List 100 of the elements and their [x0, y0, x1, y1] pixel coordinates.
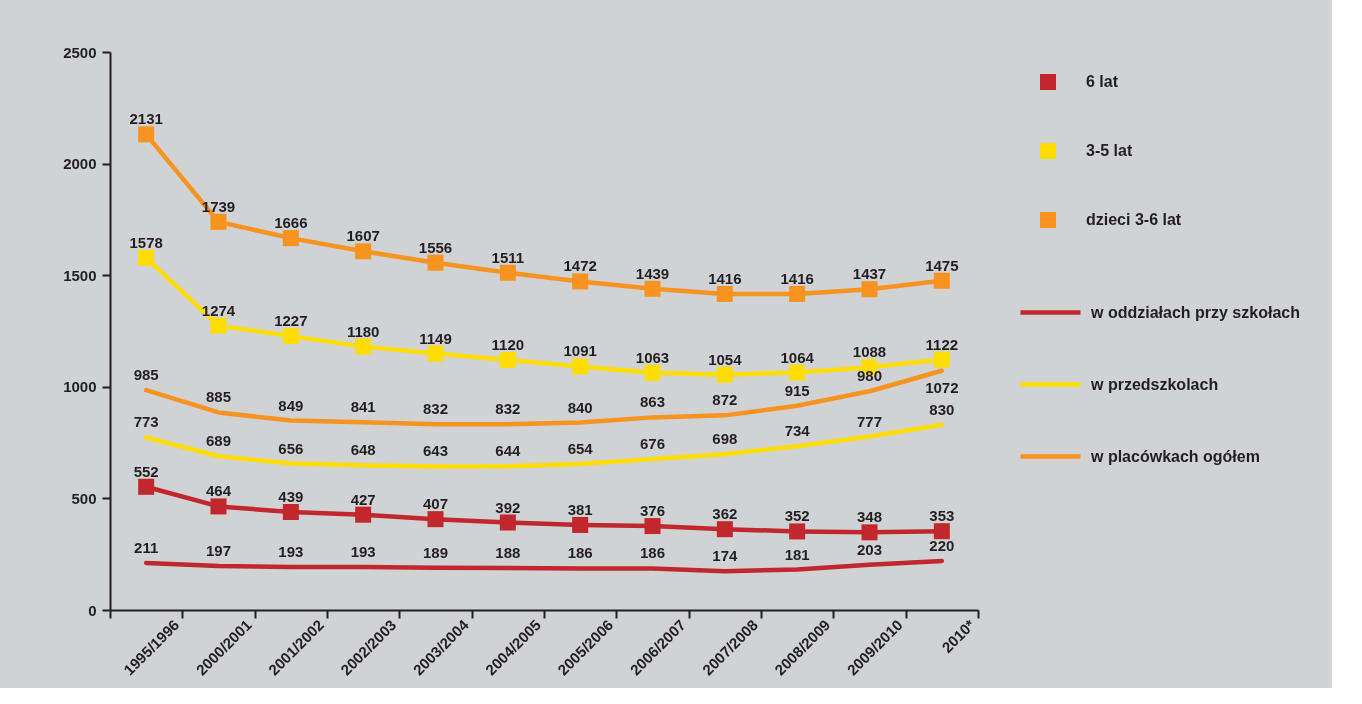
- data-label: 1064: [780, 348, 815, 366]
- point: [427, 345, 444, 362]
- point: [572, 516, 589, 533]
- data-label: 1180: [346, 322, 380, 340]
- data-label: 220: [929, 536, 955, 554]
- point: [716, 285, 733, 302]
- point: [355, 506, 372, 523]
- data-label: 830: [929, 400, 955, 418]
- legend-label: 3-5 lat: [1086, 142, 1133, 159]
- data-label: 348: [856, 508, 883, 526]
- data-label: 1054: [708, 350, 743, 368]
- data-label: 1666: [274, 214, 308, 232]
- data-label: 1274: [201, 301, 236, 319]
- point: [282, 504, 299, 521]
- data-label: 1120: [491, 336, 525, 354]
- data-label: 407: [422, 495, 449, 513]
- data-label: 832: [422, 400, 449, 418]
- data-label: 381: [567, 500, 593, 518]
- point: [644, 518, 661, 535]
- point: [499, 264, 516, 281]
- data-label: 427: [350, 490, 376, 508]
- point: [789, 523, 806, 540]
- data-label: 1556: [418, 238, 453, 256]
- data-label: 193: [278, 542, 304, 560]
- y-tick-label: 2500: [63, 43, 97, 61]
- data-label: 197: [205, 542, 232, 560]
- data-label: 832: [495, 400, 521, 418]
- data-label: 644: [495, 442, 521, 460]
- data-label: 188: [495, 544, 521, 562]
- y-tick-label: 1000: [63, 378, 97, 396]
- legend-label: w placówkach ogółem: [1090, 447, 1260, 465]
- data-label: 353: [929, 507, 955, 525]
- point: [644, 364, 661, 381]
- data-label: 676: [639, 435, 666, 453]
- point: [427, 254, 444, 271]
- legend-label: dzieci 3-6 lat: [1086, 211, 1182, 228]
- data-label: 1091: [563, 342, 597, 360]
- data-label: 1088: [852, 343, 887, 361]
- point: [138, 249, 155, 266]
- data-label: 1607: [346, 227, 380, 245]
- point: [138, 478, 155, 495]
- point: [572, 273, 589, 290]
- point: [210, 213, 227, 230]
- data-label: 1122: [925, 335, 959, 353]
- data-label: 648: [350, 441, 376, 459]
- data-label: 915: [784, 381, 810, 399]
- data-label: 1227: [274, 312, 308, 330]
- point: [861, 281, 878, 298]
- data-label: 186: [567, 544, 593, 562]
- y-tick-label: 2000: [63, 155, 97, 173]
- point: [716, 366, 733, 383]
- point: [933, 523, 950, 540]
- data-label: 849: [278, 396, 304, 414]
- data-label: 872: [712, 391, 738, 409]
- data-label: 1416: [780, 269, 814, 287]
- data-label: 193: [350, 542, 376, 560]
- data-label: 211: [134, 538, 159, 556]
- point: [789, 364, 806, 381]
- data-label: 841: [350, 398, 376, 416]
- data-label: 1578: [129, 233, 163, 251]
- data-label: 352: [784, 507, 810, 525]
- data-label: 1149: [419, 329, 452, 347]
- data-label: 734: [784, 422, 811, 440]
- data-label: 985: [133, 366, 159, 384]
- point: [210, 317, 227, 334]
- point: [499, 514, 516, 531]
- data-label: 654: [567, 440, 594, 458]
- data-label: 1416: [708, 269, 742, 287]
- data-label: 1511: [491, 248, 525, 266]
- data-label: 376: [639, 502, 666, 520]
- data-label: 439: [278, 488, 304, 506]
- data-label: 189: [422, 543, 449, 561]
- point: [282, 230, 299, 247]
- data-label: 689: [205, 432, 232, 450]
- y-tick-label: 500: [71, 489, 97, 507]
- point: [355, 338, 372, 355]
- data-label: 773: [133, 413, 159, 431]
- point: [210, 498, 227, 515]
- legend-label: w przedszkolach: [1090, 375, 1219, 393]
- data-label: 362: [712, 505, 738, 523]
- data-label: 1475: [925, 256, 959, 274]
- point: [933, 351, 950, 368]
- data-label: 1439: [635, 264, 670, 282]
- data-label: 552: [133, 462, 159, 480]
- legend-label: w oddziałach przy szkołach: [1090, 303, 1300, 321]
- point: [861, 524, 878, 541]
- data-label: 186: [639, 544, 666, 562]
- data-label: 203: [856, 540, 883, 558]
- data-label: 1063: [635, 348, 670, 366]
- point: [138, 126, 155, 143]
- data-label: 1072: [925, 378, 959, 396]
- data-label: 464: [205, 482, 232, 500]
- y-tick-label: 1500: [63, 266, 97, 284]
- data-label: 2131: [129, 110, 163, 128]
- point: [282, 328, 299, 345]
- data-label: 885: [205, 388, 232, 406]
- point: [499, 352, 516, 369]
- data-label: 656: [278, 439, 304, 457]
- data-label: 698: [712, 430, 738, 448]
- point: [789, 285, 806, 302]
